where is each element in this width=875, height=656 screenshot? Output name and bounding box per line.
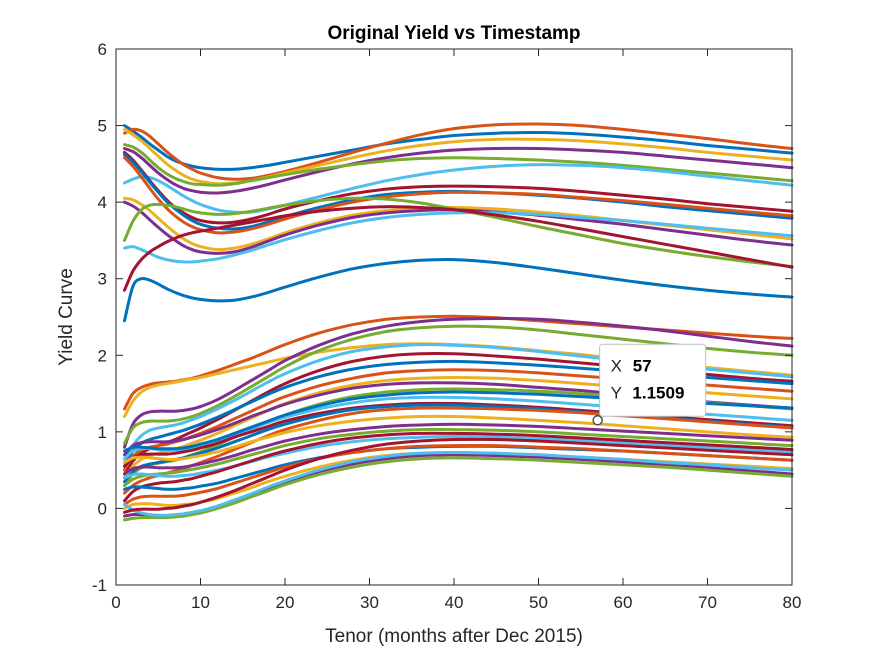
series-line[interactable] xyxy=(123,437,794,514)
series-line[interactable] xyxy=(123,451,794,517)
datatip-y-value: 1.1509 xyxy=(632,383,684,402)
x-axis: 0 10 20 30 40 50 60 70 80 xyxy=(111,49,801,612)
y-tick-label: -1 xyxy=(92,576,107,595)
datatip-y-row: Y 1.1509 xyxy=(611,383,685,402)
datatip-x-row: X 57 xyxy=(611,356,652,375)
datatip-x-value: 57 xyxy=(633,356,652,375)
y-axis: -1 0 1 2 3 4 5 6 xyxy=(92,40,792,595)
series-line[interactable] xyxy=(123,414,794,464)
series-line[interactable] xyxy=(123,431,794,503)
x-tick-label: 50 xyxy=(529,593,548,612)
y-tick-label: 1 xyxy=(98,423,107,442)
series-line[interactable] xyxy=(123,257,794,323)
series-line[interactable] xyxy=(123,443,794,507)
x-tick-label: 60 xyxy=(614,593,633,612)
datatip-box[interactable] xyxy=(599,343,707,417)
datatip[interactable]: X 57 Y 1.1509 xyxy=(592,343,707,426)
series-line[interactable] xyxy=(123,456,794,522)
chart-title: Original Yield vs Timestamp xyxy=(327,23,580,44)
y-tick-label: 4 xyxy=(98,193,107,212)
x-tick-label: 0 xyxy=(111,593,120,612)
x-tick-label: 80 xyxy=(783,593,802,612)
series-line[interactable] xyxy=(123,317,794,449)
datatip-y-label: Y xyxy=(611,383,622,402)
series-line[interactable] xyxy=(123,422,794,476)
series-line[interactable] xyxy=(123,146,794,195)
x-tick-label: 70 xyxy=(698,593,717,612)
series-line[interactable] xyxy=(123,435,794,480)
x-tick-label: 40 xyxy=(445,593,464,612)
y-axis-label: Yield Curve xyxy=(56,268,77,366)
series-line[interactable] xyxy=(123,427,794,487)
x-tick-label: 20 xyxy=(276,593,295,612)
y-tick-label: 6 xyxy=(98,40,107,59)
y-tick-label: 3 xyxy=(98,270,107,289)
series-line[interactable] xyxy=(123,200,794,255)
x-tick-label: 30 xyxy=(360,593,379,612)
datatip-x-label: X xyxy=(611,356,622,375)
series-line[interactable] xyxy=(123,124,794,171)
series-line[interactable] xyxy=(123,324,794,445)
y-tick-label: 2 xyxy=(98,346,107,365)
x-tick-label: 10 xyxy=(191,593,210,612)
series-line[interactable] xyxy=(123,196,794,268)
y-tick-label: 5 xyxy=(98,117,107,136)
x-axis-label: Tenor (months after Dec 2015) xyxy=(325,626,583,647)
series-line[interactable] xyxy=(123,205,794,292)
series-line[interactable] xyxy=(123,143,794,187)
y-tick-label: 0 xyxy=(98,499,107,518)
datatip-marker[interactable] xyxy=(592,415,603,426)
series-line[interactable] xyxy=(123,211,794,264)
